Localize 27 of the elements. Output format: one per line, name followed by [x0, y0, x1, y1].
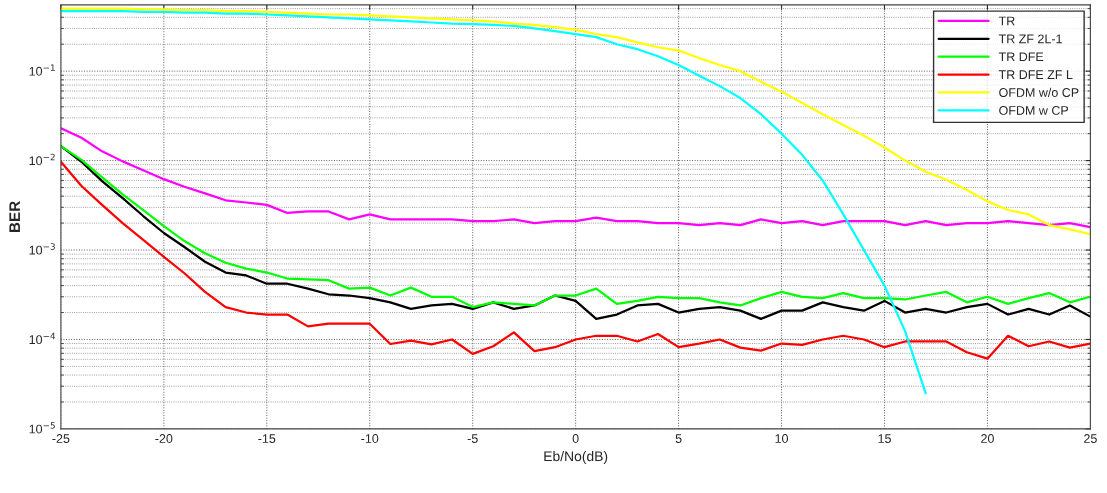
y-tick-label: 10$^{−1}$ — [29, 64, 55, 76]
line-series — [60, 9, 927, 395]
x-tick-label: 20 — [981, 434, 994, 443]
x-tick-label: 0 — [572, 434, 579, 443]
x-tick-label: -10 — [361, 434, 379, 443]
legend-label: TR DFE — [998, 52, 1044, 62]
x-axis-title: Eb/No(dB) — [544, 450, 608, 464]
y-tick-label: 10$^{−3}$ — [29, 243, 55, 255]
x-tick-label: -15 — [258, 434, 276, 443]
line-series — [60, 160, 1091, 360]
x-tick-label: 5 — [675, 434, 682, 443]
x-tick-label: 15 — [878, 434, 891, 443]
y-axis-title: BER — [9, 201, 20, 233]
legend-label: OFDM w/o CP — [999, 87, 1079, 97]
legend-label: TR — [998, 16, 1015, 26]
legend-label: OFDM w CP — [999, 106, 1069, 115]
y-tick-label: 10$^{−2}$ — [29, 153, 55, 166]
x-tick-label: -20 — [155, 434, 173, 443]
x-tick-label: -25 — [52, 434, 70, 443]
legend-label: TR ZF 2L-1 — [998, 34, 1062, 44]
y-tick-label: 10$^{−5}$ — [29, 422, 55, 434]
x-tick-label: -5 — [467, 434, 478, 443]
x-tick-label: 25 — [1084, 434, 1097, 443]
line-series — [60, 127, 1091, 229]
x-tick-label: 10 — [775, 434, 789, 443]
y-tick-label: 10$^{−4}$ — [29, 332, 56, 345]
legend-label: TR DFE ZF L — [998, 70, 1073, 79]
